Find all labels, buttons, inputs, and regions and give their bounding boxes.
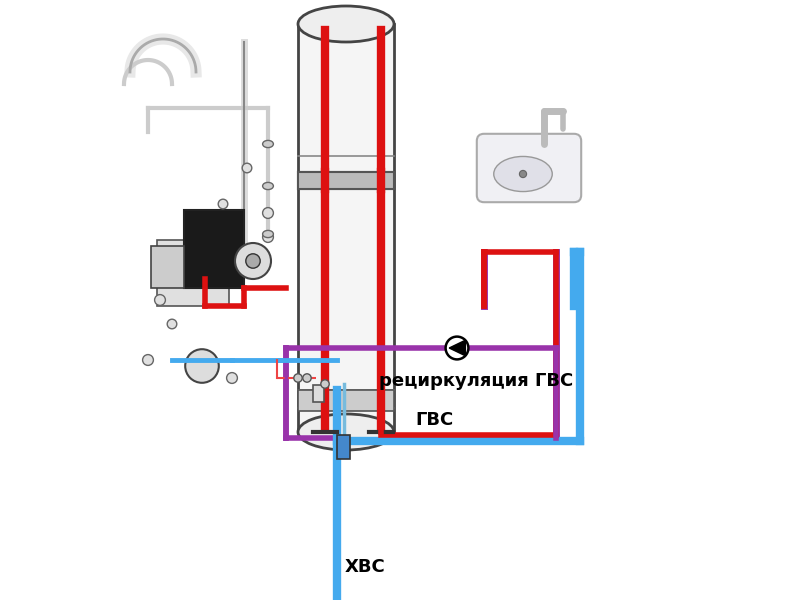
Circle shape	[302, 374, 311, 382]
Circle shape	[262, 208, 274, 218]
Text: рециркуляция ГВС: рециркуляция ГВС	[379, 372, 574, 390]
Circle shape	[235, 243, 271, 279]
FancyBboxPatch shape	[184, 210, 244, 288]
FancyBboxPatch shape	[313, 385, 324, 402]
Circle shape	[242, 163, 252, 173]
Ellipse shape	[262, 230, 274, 238]
Circle shape	[246, 254, 260, 268]
Text: ГВС: ГВС	[415, 411, 454, 429]
FancyBboxPatch shape	[151, 246, 184, 288]
FancyBboxPatch shape	[298, 390, 394, 411]
Ellipse shape	[262, 182, 274, 190]
Circle shape	[154, 295, 166, 305]
FancyBboxPatch shape	[298, 24, 394, 432]
Ellipse shape	[298, 6, 394, 42]
Circle shape	[262, 232, 274, 242]
FancyBboxPatch shape	[477, 134, 581, 202]
Circle shape	[218, 199, 228, 209]
Text: ХВС: ХВС	[344, 558, 385, 576]
FancyBboxPatch shape	[298, 172, 394, 189]
FancyBboxPatch shape	[157, 240, 229, 306]
Ellipse shape	[262, 140, 274, 148]
Circle shape	[446, 337, 469, 359]
Polygon shape	[450, 340, 466, 356]
Circle shape	[167, 319, 177, 329]
FancyBboxPatch shape	[337, 435, 350, 459]
Circle shape	[519, 170, 526, 178]
Circle shape	[142, 355, 154, 365]
FancyBboxPatch shape	[298, 172, 394, 189]
Ellipse shape	[298, 414, 394, 450]
Circle shape	[185, 349, 219, 383]
Ellipse shape	[494, 157, 552, 191]
Circle shape	[294, 374, 302, 382]
Circle shape	[321, 380, 330, 388]
Circle shape	[226, 373, 238, 383]
